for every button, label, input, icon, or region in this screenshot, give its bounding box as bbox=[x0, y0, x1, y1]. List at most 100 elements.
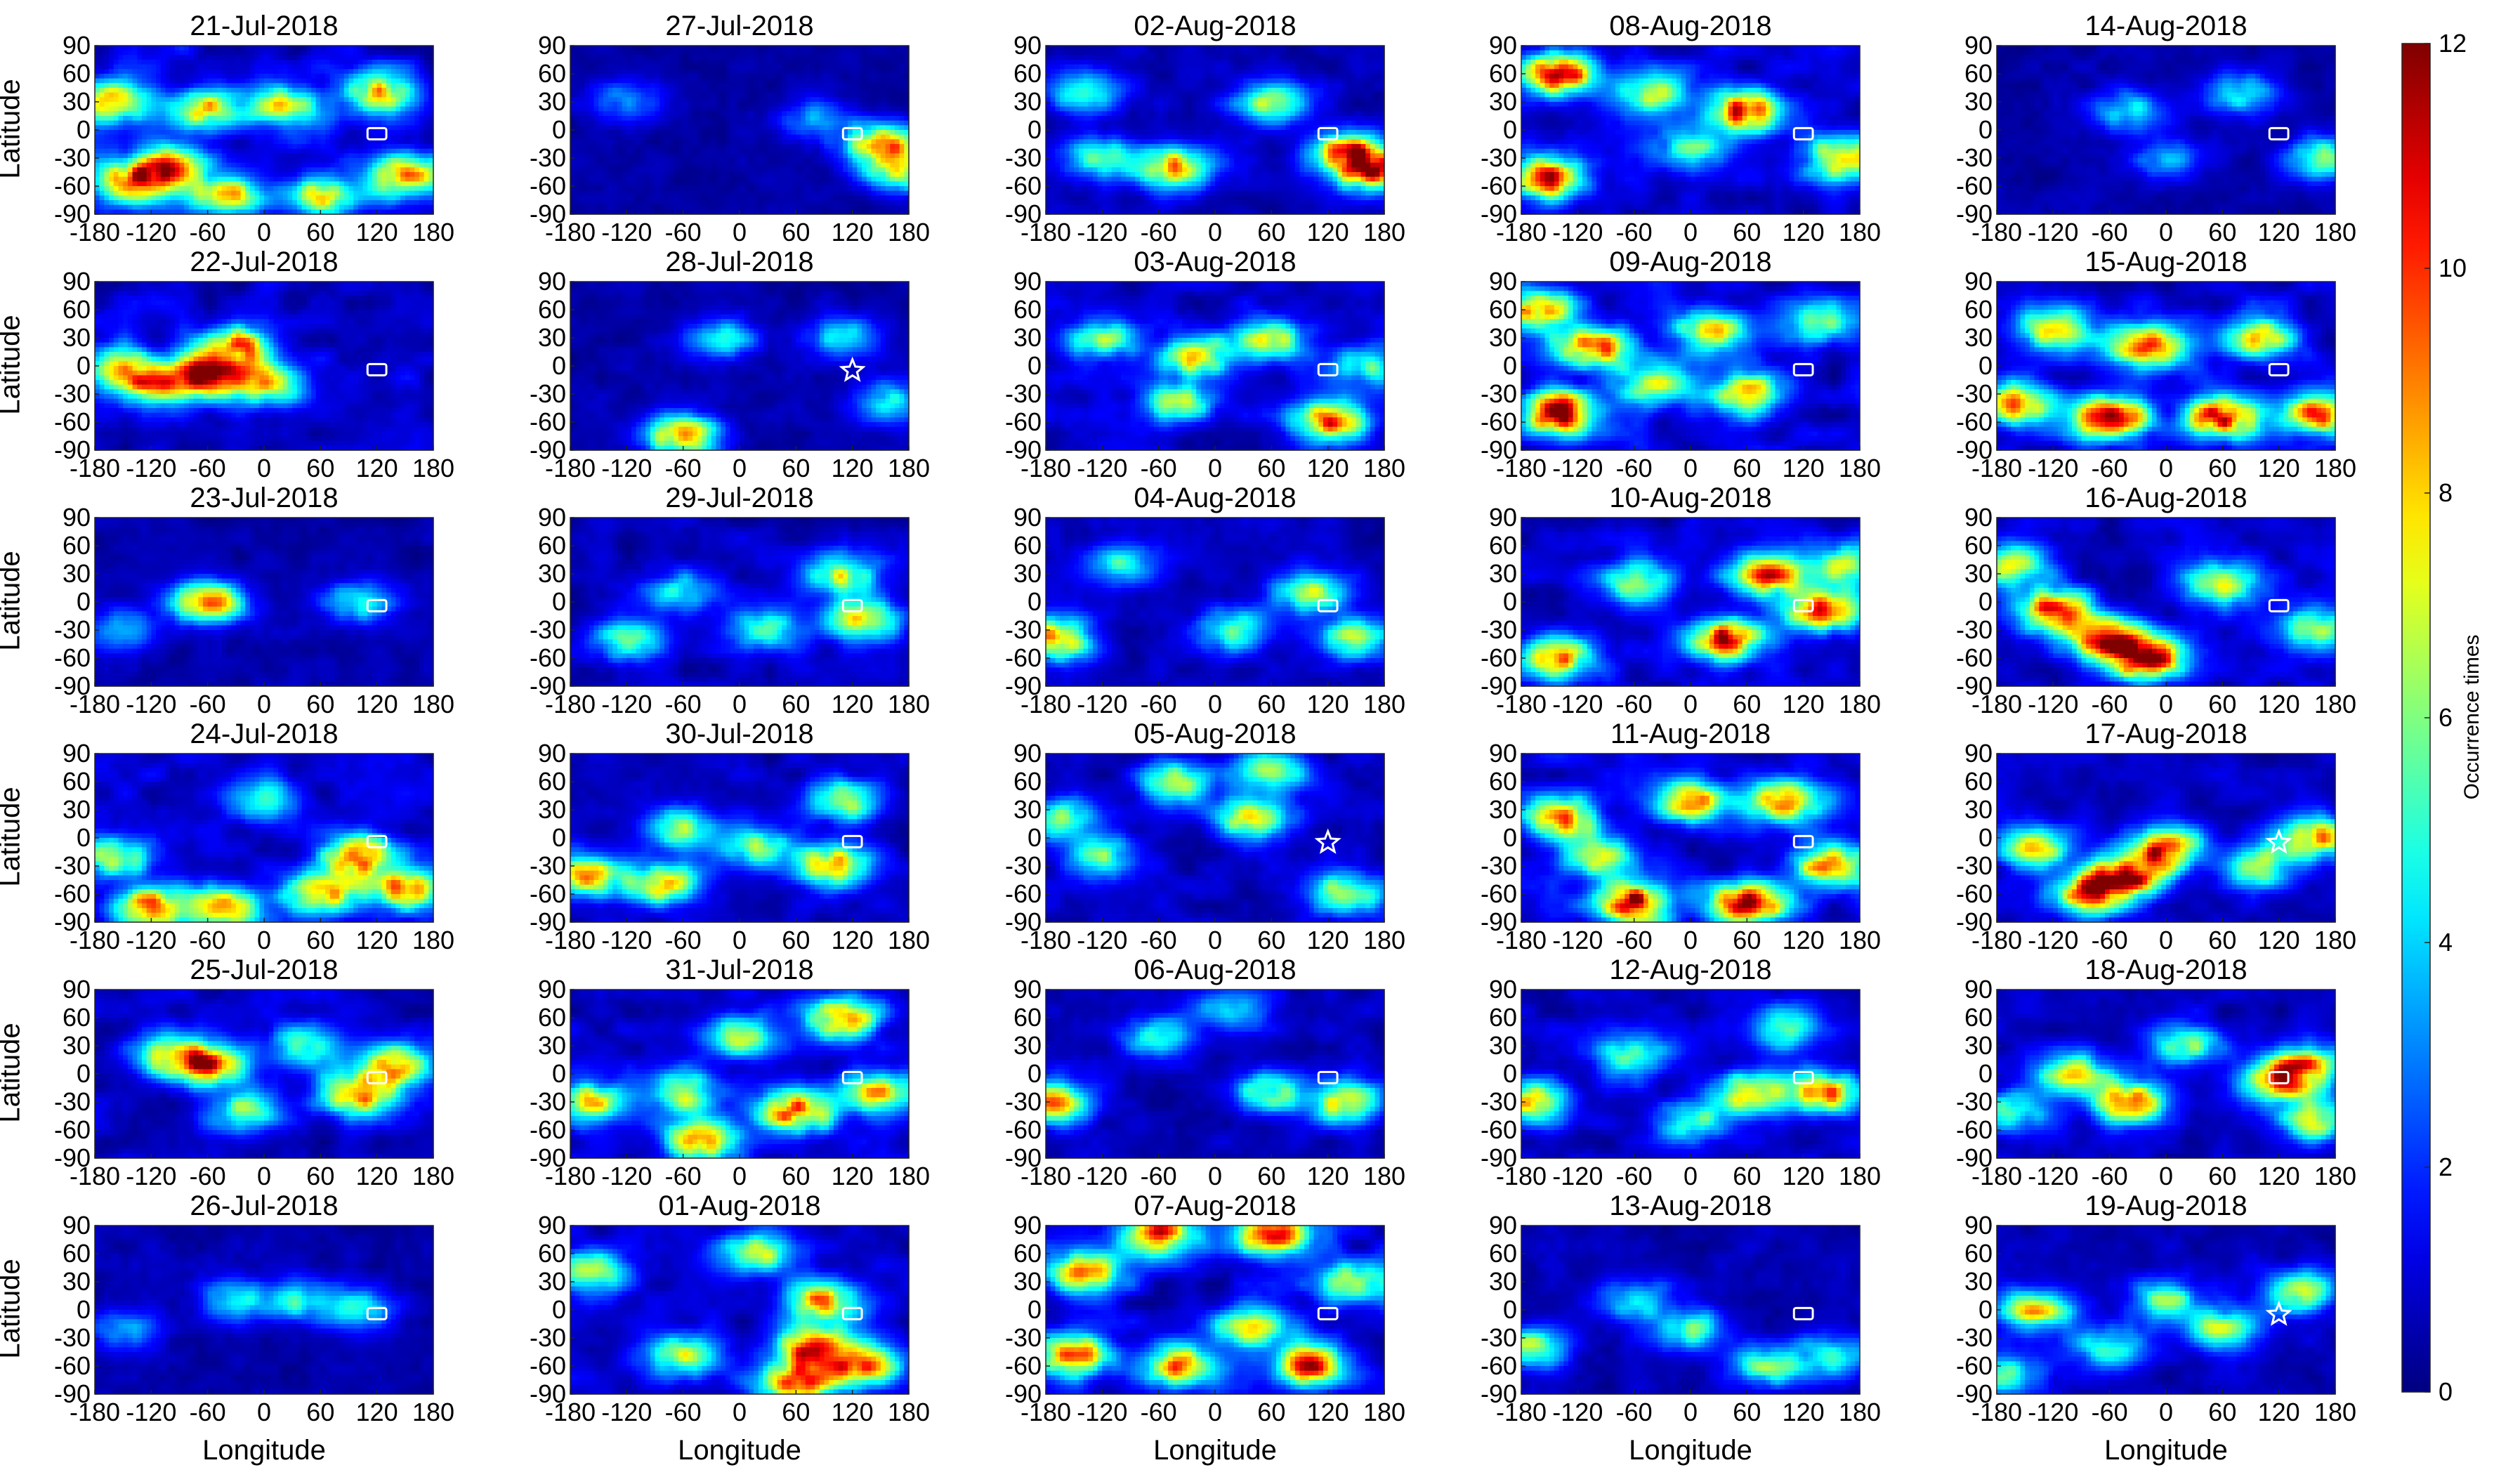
heatmap-cell bbox=[344, 46, 349, 51]
heatmap-cell bbox=[217, 125, 222, 130]
heatmap-cell bbox=[245, 408, 250, 413]
heatmap-cell bbox=[156, 282, 161, 287]
heatmap-cell bbox=[372, 422, 377, 427]
heatmap-cell bbox=[297, 310, 302, 315]
heatmap-cell bbox=[250, 333, 255, 338]
heatmap-cell bbox=[114, 51, 119, 55]
heatmap-cell bbox=[395, 413, 400, 418]
heatmap-cell bbox=[287, 69, 292, 74]
heatmap-cell bbox=[222, 338, 227, 343]
heatmap-cell bbox=[104, 333, 109, 338]
heatmap-cell bbox=[414, 181, 419, 186]
heatmap-cell bbox=[269, 107, 274, 112]
heatmap-cell bbox=[316, 135, 321, 140]
heatmap-cell bbox=[118, 163, 123, 168]
heatmap-cell bbox=[273, 88, 278, 93]
heatmap-cell bbox=[344, 394, 349, 399]
heatmap-cell bbox=[330, 413, 335, 418]
heatmap-cell bbox=[264, 55, 269, 60]
heatmap-cell bbox=[95, 431, 100, 436]
heatmap-cell bbox=[255, 329, 260, 334]
heatmap-cell bbox=[250, 111, 255, 116]
heatmap-cell bbox=[133, 338, 138, 343]
heatmap-cell bbox=[363, 329, 368, 334]
heatmap-cell bbox=[151, 144, 156, 149]
heatmap-cell bbox=[142, 287, 147, 291]
heatmap-cell bbox=[109, 172, 114, 177]
heatmap-cell bbox=[184, 310, 189, 315]
heatmap-cell bbox=[109, 177, 114, 182]
heatmap-cell bbox=[226, 167, 231, 172]
heatmap-cell bbox=[118, 177, 123, 182]
heatmap-cell bbox=[104, 186, 109, 191]
heatmap-cell bbox=[273, 121, 278, 126]
heatmap-cell bbox=[137, 361, 142, 366]
heatmap-cell bbox=[198, 69, 203, 74]
heatmap-cell bbox=[133, 93, 138, 98]
heatmap-cell bbox=[381, 413, 386, 418]
heatmap-cell bbox=[161, 181, 166, 186]
heatmap-cell bbox=[245, 97, 250, 102]
heatmap-cell bbox=[165, 130, 170, 135]
heatmap-cell bbox=[128, 158, 133, 163]
heatmap-cell bbox=[410, 65, 415, 70]
heatmap-cell bbox=[241, 191, 246, 196]
heatmap-cell bbox=[175, 69, 180, 74]
heatmap-cell bbox=[334, 125, 339, 130]
heatmap-cell bbox=[208, 130, 213, 135]
heatmap-cell bbox=[212, 60, 217, 65]
heatmap-cell bbox=[198, 158, 203, 163]
heatmap-cell bbox=[278, 352, 283, 357]
heatmap-cell bbox=[358, 167, 363, 172]
heatmap-cell bbox=[283, 282, 288, 287]
heatmap-cell bbox=[175, 167, 180, 172]
heatmap-cell bbox=[118, 139, 123, 144]
heatmap-cell bbox=[410, 111, 415, 116]
heatmap-cell bbox=[400, 385, 405, 390]
heatmap-cell bbox=[400, 333, 405, 338]
heatmap-cell bbox=[245, 79, 250, 84]
heatmap-cell bbox=[180, 357, 185, 362]
heatmap-cell bbox=[419, 385, 424, 390]
heatmap-cell bbox=[377, 177, 382, 182]
heatmap-cell bbox=[226, 375, 231, 380]
heatmap-cell bbox=[292, 130, 297, 135]
heatmap-cell bbox=[400, 181, 405, 186]
heatmap-cell bbox=[297, 74, 302, 79]
heatmap-cell bbox=[349, 191, 354, 196]
heatmap-cell bbox=[377, 366, 382, 371]
heatmap-cell bbox=[353, 380, 358, 385]
heatmap-cell bbox=[405, 329, 410, 334]
heatmap-cell bbox=[395, 195, 400, 200]
heatmap-cell bbox=[226, 130, 231, 135]
heatmap-cell bbox=[212, 347, 217, 352]
heatmap-cell bbox=[217, 408, 222, 413]
heatmap-cell bbox=[287, 408, 292, 413]
heatmap-cell bbox=[189, 111, 194, 116]
heatmap-cell bbox=[222, 310, 227, 315]
heatmap-cell bbox=[414, 324, 419, 329]
heatmap-cell bbox=[250, 413, 255, 418]
y-tick-label: 30 bbox=[63, 87, 91, 116]
heatmap-cell bbox=[381, 343, 386, 348]
heatmap-cell bbox=[222, 385, 227, 390]
heatmap-cell bbox=[334, 65, 339, 70]
heatmap-cell bbox=[212, 181, 217, 186]
heatmap-cell bbox=[424, 333, 429, 338]
heatmap-cell bbox=[104, 319, 109, 324]
heatmap-cell bbox=[334, 111, 339, 116]
heatmap-cell bbox=[424, 121, 429, 126]
heatmap-cell bbox=[161, 186, 166, 191]
heatmap-cell bbox=[203, 417, 208, 422]
heatmap-cell bbox=[391, 181, 396, 186]
heatmap-cell bbox=[287, 144, 292, 149]
heatmap-cell bbox=[147, 65, 152, 70]
heatmap-cell bbox=[109, 431, 114, 436]
heatmap-cell bbox=[372, 282, 377, 287]
heatmap-cell bbox=[405, 111, 410, 116]
heatmap-cell bbox=[245, 385, 250, 390]
heatmap-cell bbox=[255, 296, 260, 301]
heatmap-cell bbox=[170, 205, 175, 210]
heatmap-cell bbox=[147, 121, 152, 126]
heatmap-cell bbox=[339, 111, 344, 116]
